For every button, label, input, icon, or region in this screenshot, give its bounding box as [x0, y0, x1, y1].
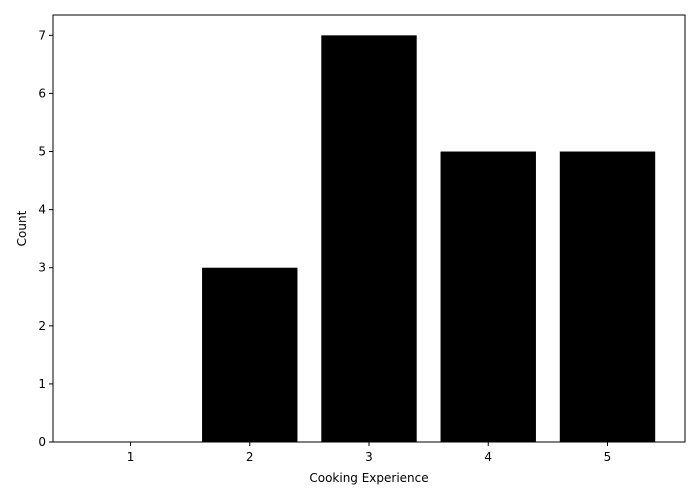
y-tick-label: 5	[38, 145, 46, 159]
y-tick-label: 1	[38, 377, 46, 391]
plot-frame	[52, 14, 686, 443]
bar-5	[559, 151, 656, 442]
x-axis-label: Cooking Experience	[309, 471, 428, 485]
y-tick-label: 0	[38, 435, 46, 449]
y-tick-label: 2	[38, 319, 46, 333]
bars-layer	[202, 35, 656, 442]
x-tick-label: 1	[127, 450, 135, 464]
x-tick-label: 3	[365, 450, 373, 464]
bar-4	[440, 151, 536, 442]
x-tick-label: 5	[604, 450, 612, 464]
y-tick-label: 3	[38, 261, 46, 275]
y-tick-label: 7	[38, 28, 46, 42]
y-axis-label: Count	[15, 210, 29, 246]
bar-3	[321, 35, 417, 442]
y-tick-label: 4	[38, 203, 46, 217]
y-tick-label: 6	[38, 86, 46, 100]
x-tick-label: 2	[246, 450, 254, 464]
ticks-layer: 1 2 3 4 5 0 1 2 3 4 5 6 7	[38, 28, 611, 464]
bar-2	[202, 267, 298, 442]
x-tick-label: 4	[484, 450, 492, 464]
